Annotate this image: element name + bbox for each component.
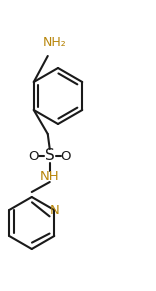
Text: N: N <box>49 203 59 217</box>
Text: NH: NH <box>40 169 60 182</box>
Text: O: O <box>61 150 71 162</box>
Text: NH₂: NH₂ <box>43 36 67 49</box>
Text: S: S <box>45 148 55 164</box>
Text: O: O <box>29 150 39 162</box>
